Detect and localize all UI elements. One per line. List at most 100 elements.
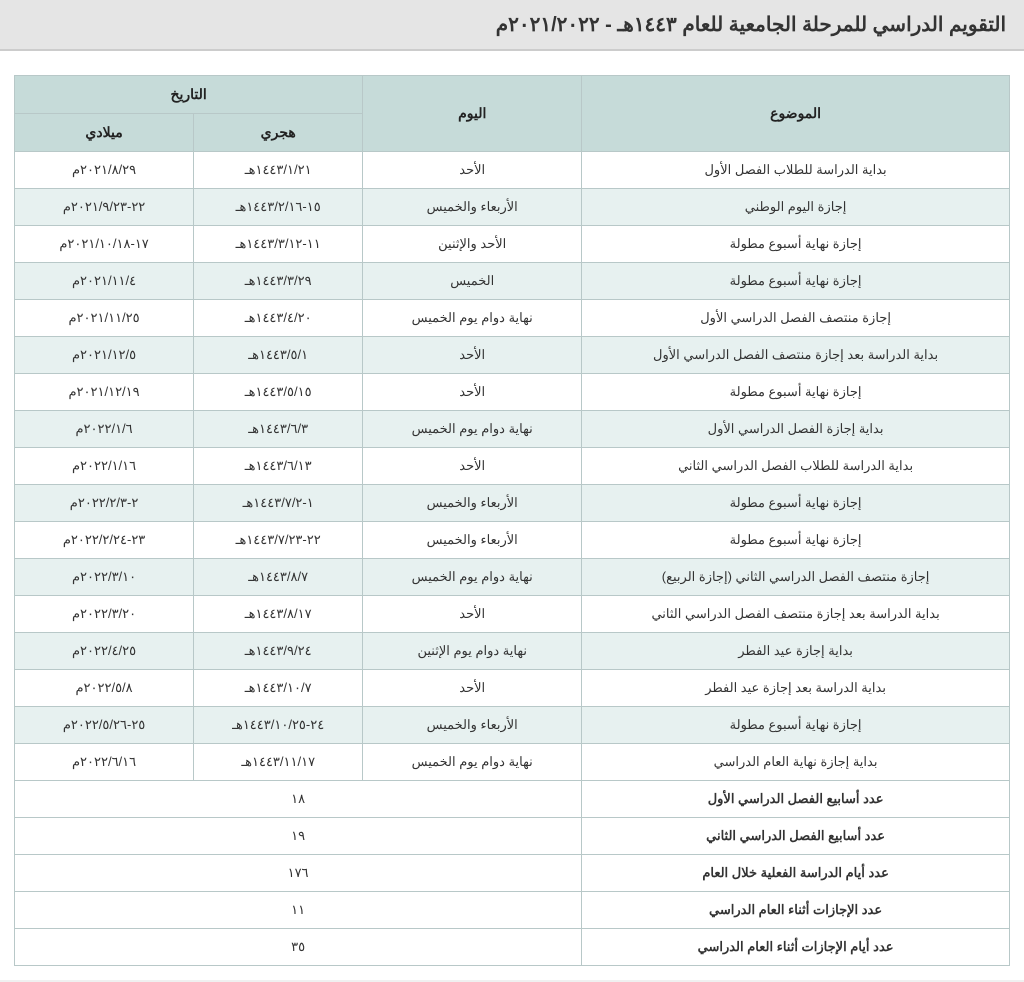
cell-day: نهاية دوام يوم الخميس [363,411,582,448]
calendar-table: الموضوع اليوم التاريخ هجري ميلادي بداية … [14,75,1010,966]
table-row: إجازة منتصف الفصل الدراسي الثاني (إجازة … [15,559,1010,596]
cell-hijri: ١٤٤٣/١٠/٧هـ [194,670,363,707]
cell-subject: بداية الدراسة بعد إجازة منتصف الفصل الدر… [582,596,1010,633]
table-row: إجازة منتصف الفصل الدراسي الأولنهاية دوا… [15,300,1010,337]
th-gregorian: ميلادي [15,114,194,152]
summary-row: عدد أسابيع الفصل الدراسي الأول١٨ [15,781,1010,818]
cell-hijri: ١٤٤٣/٥/١٥هـ [194,374,363,411]
cell-subject: إجازة منتصف الفصل الدراسي الثاني (إجازة … [582,559,1010,596]
cell-day: نهاية دوام يوم الخميس [363,744,582,781]
th-date: التاريخ [15,76,363,114]
cell-hijri: ١٤٤٣/٩/٢٤هـ [194,633,363,670]
cell-day: الأربعاء والخميس [363,707,582,744]
cell-subject: بداية إجازة نهاية العام الدراسي [582,744,1010,781]
cell-greg: ٢٠٢٢/٤/٢٥م [15,633,194,670]
summary-label: عدد الإجازات أثناء العام الدراسي [582,892,1010,929]
cell-hijri: ١٤٤٣/١/٢١هـ [194,152,363,189]
cell-hijri: ٢٤-١٤٤٣/١٠/٢٥هـ [194,707,363,744]
th-day: اليوم [363,76,582,152]
cell-hijri: ١٤٤٣/٤/٢٠هـ [194,300,363,337]
cell-day: الخميس [363,263,582,300]
cell-hijri: ٢٢-١٤٤٣/٧/٢٣هـ [194,522,363,559]
cell-hijri: ١-١٤٤٣/٧/٢هـ [194,485,363,522]
page-title: التقويم الدراسي للمرحلة الجامعية للعام ١… [0,0,1024,51]
cell-day: الأربعاء والخميس [363,189,582,226]
cell-greg: ١٧-٢٠٢١/١٠/١٨م [15,226,194,263]
cell-hijri: ١٤٤٣/٨/٧هـ [194,559,363,596]
th-subject: الموضوع [582,76,1010,152]
table-row: إجازة نهاية أسبوع مطولةالأربعاء والخميس٢… [15,522,1010,559]
cell-greg: ٢٢-٢٠٢١/٩/٢٣م [15,189,194,226]
cell-hijri: ١٤٤٣/١١/١٧هـ [194,744,363,781]
cell-subject: إجازة نهاية أسبوع مطولة [582,263,1010,300]
table-row: بداية الدراسة بعد إجازة عيد الفطرالأحد١٤… [15,670,1010,707]
cell-subject: إجازة نهاية أسبوع مطولة [582,707,1010,744]
summary-row: عدد أيام الدراسة الفعلية خلال العام١٧٦ [15,855,1010,892]
cell-hijri: ١٤٤٣/٣/٢٩هـ [194,263,363,300]
summary-row: عدد أيام الإجازات أثناء العام الدراسي٣٥ [15,929,1010,966]
cell-day: الأربعاء والخميس [363,485,582,522]
summary-row: عدد الإجازات أثناء العام الدراسي١١ [15,892,1010,929]
cell-greg: ٢٠٢١/٨/٢٩م [15,152,194,189]
table-row: إجازة نهاية أسبوع مطولةالأحد١٤٤٣/٥/١٥هـ٢… [15,374,1010,411]
cell-subject: بداية الدراسة للطلاب الفصل الأول [582,152,1010,189]
cell-greg: ٢٠٢٢/٦/١٦م [15,744,194,781]
cell-subject: إجازة نهاية أسبوع مطولة [582,374,1010,411]
th-hijri: هجري [194,114,363,152]
cell-greg: ٢٥-٢٠٢٢/٥/٢٦م [15,707,194,744]
summary-label: عدد أيام الإجازات أثناء العام الدراسي [582,929,1010,966]
table-row: إجازة نهاية أسبوع مطولةالأربعاء والخميس٢… [15,707,1010,744]
cell-day: الأحد [363,152,582,189]
cell-greg: ٢٣-٢٠٢٢/٢/٢٤م [15,522,194,559]
cell-subject: إجازة اليوم الوطني [582,189,1010,226]
cell-day: الأحد [363,596,582,633]
summary-row: عدد أسابيع الفصل الدراسي الثاني١٩ [15,818,1010,855]
table-row: بداية الدراسة للطلاب الفصل الدراسي الثان… [15,448,1010,485]
cell-day: نهاية دوام يوم الخميس [363,559,582,596]
cell-greg: ٢-٢٠٢٢/٢/٣م [15,485,194,522]
cell-hijri: ١١-١٤٤٣/٣/١٢هـ [194,226,363,263]
cell-greg: ٢٠٢١/١٢/١٩م [15,374,194,411]
summary-label: عدد أسابيع الفصل الدراسي الثاني [582,818,1010,855]
cell-greg: ٢٠٢١/١١/٢٥م [15,300,194,337]
calendar-table-wrap: الموضوع اليوم التاريخ هجري ميلادي بداية … [0,51,1024,980]
cell-subject: بداية الدراسة بعد إجازة منتصف الفصل الدر… [582,337,1010,374]
cell-day: الأحد [363,337,582,374]
cell-greg: ٢٠٢٢/٥/٨م [15,670,194,707]
cell-hijri: ١٤٤٣/٥/١هـ [194,337,363,374]
table-row: بداية الدراسة بعد إجازة منتصف الفصل الدر… [15,596,1010,633]
summary-value: ١١ [15,892,582,929]
cell-subject: بداية إجازة الفصل الدراسي الأول [582,411,1010,448]
summary-label: عدد أسابيع الفصل الدراسي الأول [582,781,1010,818]
cell-subject: بداية إجازة عيد الفطر [582,633,1010,670]
cell-greg: ٢٠٢٢/١/١٦م [15,448,194,485]
cell-greg: ٢٠٢١/١٢/٥م [15,337,194,374]
summary-value: ١٩ [15,818,582,855]
summary-value: ١٨ [15,781,582,818]
cell-day: الأحد والإثنين [363,226,582,263]
cell-subject: إجازة نهاية أسبوع مطولة [582,226,1010,263]
table-row: بداية إجازة نهاية العام الدراسينهاية دوا… [15,744,1010,781]
cell-greg: ٢٠٢٢/٣/٢٠م [15,596,194,633]
cell-subject: بداية الدراسة بعد إجازة عيد الفطر [582,670,1010,707]
cell-day: الأحد [363,670,582,707]
cell-day: الأربعاء والخميس [363,522,582,559]
table-row: إجازة نهاية أسبوع مطولةالخميس١٤٤٣/٣/٢٩هـ… [15,263,1010,300]
cell-hijri: ١٤٤٣/٨/١٧هـ [194,596,363,633]
cell-day: الأحد [363,448,582,485]
table-row: بداية الدراسة للطلاب الفصل الأولالأحد١٤٤… [15,152,1010,189]
cell-subject: بداية الدراسة للطلاب الفصل الدراسي الثان… [582,448,1010,485]
cell-day: نهاية دوام يوم الخميس [363,300,582,337]
cell-greg: ٢٠٢٢/٣/١٠م [15,559,194,596]
cell-subject: إجازة منتصف الفصل الدراسي الأول [582,300,1010,337]
table-row: إجازة اليوم الوطنيالأربعاء والخميس١٥-١٤٤… [15,189,1010,226]
table-row: إجازة نهاية أسبوع مطولةالأحد والإثنين١١-… [15,226,1010,263]
cell-hijri: ١٤٤٣/٦/٣هـ [194,411,363,448]
cell-hijri: ١٤٤٣/٦/١٣هـ [194,448,363,485]
cell-day: الأحد [363,374,582,411]
table-row: إجازة نهاية أسبوع مطولةالأربعاء والخميس١… [15,485,1010,522]
table-row: بداية الدراسة بعد إجازة منتصف الفصل الدر… [15,337,1010,374]
table-row: بداية إجازة عيد الفطرنهاية دوام يوم الإث… [15,633,1010,670]
cell-greg: ٢٠٢٢/١/٦م [15,411,194,448]
summary-value: ١٧٦ [15,855,582,892]
